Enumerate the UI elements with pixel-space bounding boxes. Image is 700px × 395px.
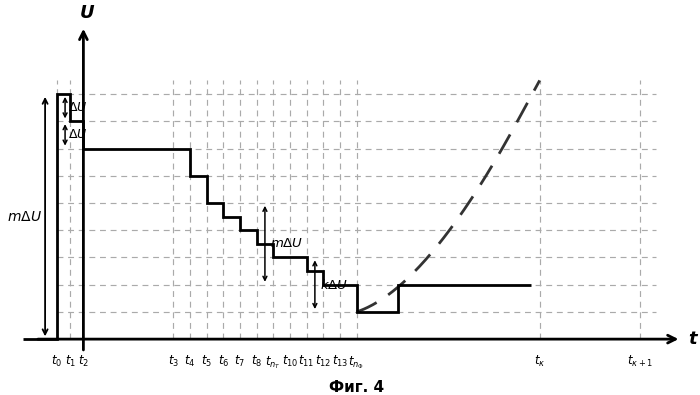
Text: $t_8$: $t_8$ (251, 354, 262, 369)
Text: $t_\kappa$: $t_\kappa$ (534, 354, 545, 369)
Text: $t_3$: $t_3$ (168, 354, 179, 369)
Text: $t_{n_\Phi}$: $t_{n_\Phi}$ (349, 354, 365, 371)
Text: $t_7$: $t_7$ (234, 354, 246, 369)
Text: $m\Delta U$: $m\Delta U$ (7, 210, 42, 224)
Text: $m\Delta U$: $m\Delta U$ (270, 237, 303, 250)
Text: $t_{\kappa+1}$: $t_{\kappa+1}$ (626, 354, 652, 369)
Text: $k\Delta U$: $k\Delta U$ (320, 278, 348, 292)
Text: t: t (688, 330, 696, 348)
Text: $t_4$: $t_4$ (184, 354, 196, 369)
Text: $t_{13}$: $t_{13}$ (332, 354, 348, 369)
Text: $t_1$: $t_1$ (64, 354, 76, 369)
Text: $t_6$: $t_6$ (218, 354, 229, 369)
Text: Фиг. 4: Фиг. 4 (329, 380, 384, 395)
Text: $t_{11}$: $t_{11}$ (298, 354, 315, 369)
Text: $t_{12}$: $t_{12}$ (315, 354, 331, 369)
Text: U: U (79, 4, 94, 22)
Text: $\Delta U$: $\Delta U$ (69, 101, 88, 114)
Text: $\Delta U$: $\Delta U$ (69, 128, 88, 141)
Text: $t_0$: $t_0$ (51, 354, 62, 369)
Text: $t_2$: $t_2$ (78, 354, 89, 369)
Text: $t_5$: $t_5$ (201, 354, 212, 369)
Text: $t_{10}$: $t_{10}$ (281, 354, 298, 369)
Text: $t_{n_T}$: $t_{n_T}$ (265, 354, 281, 371)
